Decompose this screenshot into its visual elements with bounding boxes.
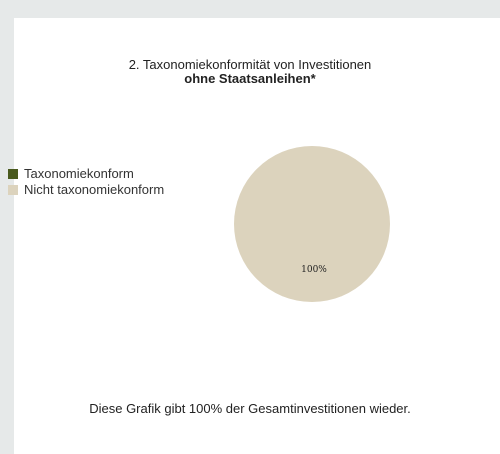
pie-chart: 100%: [234, 146, 390, 302]
chart-subtitle: ohne Staatsanleihen*: [184, 71, 316, 86]
pie-labels: 100%: [301, 265, 327, 275]
legend-item-taxonomiekonform: Taxonomiekonform: [8, 166, 164, 182]
legend-item-nicht-taxonomiekonform: Nicht taxonomiekonform: [8, 182, 164, 198]
legend-label-nicht-taxonomiekonform: Nicht taxonomiekonform: [24, 182, 165, 197]
pie-slices: [234, 146, 390, 302]
pie-slice-nicht-taxonomiekonform: [234, 146, 390, 302]
chart-title-block: 2. Taxonomiekonformität von Investitione…: [0, 58, 500, 86]
legend-swatch-nicht-taxonomiekonform: [8, 185, 18, 195]
chart-title: 2. Taxonomiekonformität von Investitione…: [128, 57, 372, 72]
legend-swatch-taxonomiekonform: [8, 169, 18, 179]
legend-label-taxonomiekonform: Taxonomiekonform: [24, 166, 134, 181]
pie-label-nicht-taxonomiekonform: 100%: [301, 265, 327, 275]
chart-legend: Taxonomiekonform Nicht taxonomiekonform: [8, 166, 164, 198]
footer-note: Diese Grafik gibt 100% der Gesamtinvesti…: [89, 401, 411, 416]
